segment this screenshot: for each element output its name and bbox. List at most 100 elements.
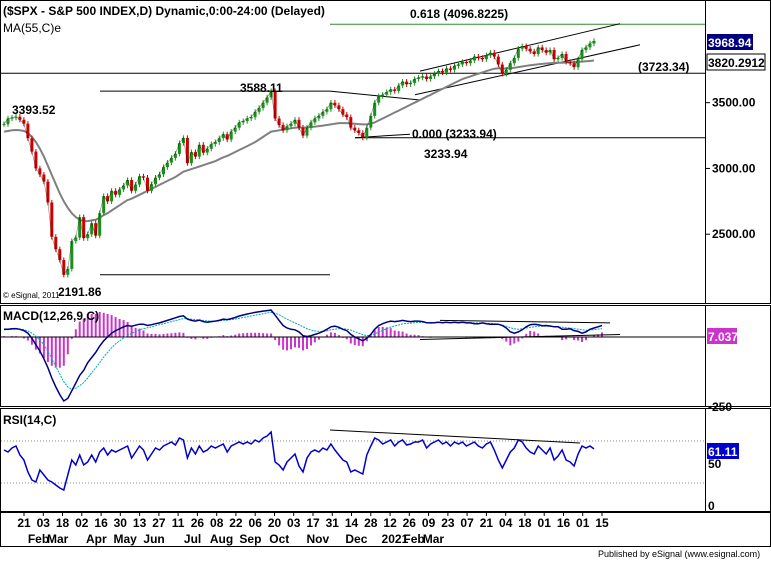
candle-body <box>560 54 564 58</box>
candle-body <box>30 138 34 152</box>
rsi-panel-frame <box>0 408 706 512</box>
candle-body <box>62 260 66 275</box>
candle-body <box>405 81 409 85</box>
rsi-badge <box>707 443 739 459</box>
candle-body <box>301 127 305 136</box>
candle-body <box>393 89 397 91</box>
date-month-label: Sep <box>239 532 261 546</box>
candle-body <box>110 190 114 202</box>
candle-body <box>460 61 464 65</box>
candle-body <box>277 118 281 126</box>
rsi-line <box>3 430 595 492</box>
candle-body <box>154 177 157 185</box>
candle-body <box>445 68 448 73</box>
candle-body <box>508 63 512 70</box>
macd-tick-neg250: -250 <box>708 400 732 414</box>
candle-body <box>572 63 576 68</box>
candle-body <box>576 59 580 68</box>
candle-body <box>540 47 544 50</box>
ma-value-badge <box>706 53 766 71</box>
macd-line <box>4 309 603 403</box>
candle-body <box>42 174 46 182</box>
macd-signal-line <box>3 311 603 391</box>
candle-body <box>528 48 532 52</box>
candle-body <box>520 46 524 49</box>
annotation-fib-618: 0.618 (4096.8225) <box>410 7 508 21</box>
candle-body <box>98 213 102 236</box>
candle-body <box>249 117 253 119</box>
date-tick-label: 18 <box>518 516 532 530</box>
candle-body <box>173 153 177 158</box>
candle-body <box>237 122 241 128</box>
candle-body <box>552 50 556 60</box>
candle-body <box>177 143 181 154</box>
candle-body <box>476 56 480 58</box>
candle-body <box>357 130 361 133</box>
price-series <box>2 38 596 278</box>
candle-body <box>269 91 273 98</box>
macd-badge <box>707 328 737 344</box>
candle-body <box>158 174 161 178</box>
date-tick-label: 06 <box>249 516 263 530</box>
candle-body <box>369 115 373 128</box>
macd-title: MACD(12,26,9,C) <box>3 309 99 323</box>
candle-body <box>592 41 596 44</box>
candle-body <box>114 190 118 195</box>
date-tick-label: 03 <box>287 516 301 530</box>
date-tick-label: 20 <box>268 516 282 530</box>
annotation-3723: (3723.34) <box>638 60 689 74</box>
date-tick-label: 27 <box>152 516 166 530</box>
candle-body <box>321 111 325 116</box>
candle-body <box>504 69 508 74</box>
candle-body <box>82 217 86 239</box>
candle-body <box>381 94 385 97</box>
date-month-label: Oct <box>269 532 289 546</box>
candle-body <box>512 57 516 64</box>
date-tick-label: 15 <box>595 516 609 530</box>
candle-body <box>130 180 134 191</box>
candle-body <box>281 125 285 131</box>
candle-body <box>433 73 436 77</box>
macd-series <box>1 309 705 403</box>
date-month-label: Dec <box>345 532 367 546</box>
candle-body <box>165 162 169 168</box>
price-tick-label: 3500.00 <box>712 96 756 110</box>
annotation-fib-0: 0.000 (3233.94) <box>412 127 497 141</box>
candle-body <box>253 111 257 118</box>
macd-value: 7.037 <box>708 330 738 344</box>
candle-body <box>285 126 289 131</box>
date-tick-label: 17 <box>306 516 320 530</box>
date-tick-label: 23 <box>441 516 455 530</box>
candle-body <box>46 181 50 203</box>
candle-body <box>333 102 337 106</box>
candle-body <box>297 119 301 128</box>
candle-body <box>126 180 130 186</box>
candle-body <box>197 144 201 157</box>
candle-body <box>261 102 265 108</box>
rsi-title: RSI(14,C) <box>3 413 56 427</box>
candle-body <box>548 50 552 53</box>
candle-body <box>389 89 393 93</box>
date-tick-label: 16 <box>557 516 571 530</box>
date-tick-label: 13 <box>133 516 147 530</box>
candle-body <box>150 184 153 191</box>
candle-body <box>209 144 213 149</box>
date-month-label: Aug <box>210 532 233 546</box>
chart-title: ($SPX - S&P 500 INDEX,D) Dynamic,0:00-24… <box>3 4 325 18</box>
rsi-value: 61.11 <box>708 445 738 459</box>
candle-body <box>373 102 377 116</box>
candle-body <box>34 151 38 169</box>
candle-body <box>74 237 78 242</box>
candle-body <box>185 137 189 164</box>
candle-body <box>50 202 54 237</box>
candle-body <box>305 127 309 136</box>
candle-body <box>66 268 70 275</box>
wedge-upper-line <box>329 90 421 101</box>
date-tick-label: 28 <box>364 516 378 530</box>
date-tick-label: 09 <box>422 516 436 530</box>
date-month-label: Nov <box>306 532 329 546</box>
x-axis-ticks: 21 03 18 02 16 30 13 27 11 26 08 22 06 20 03 17 31 14 28 12… <box>17 512 609 546</box>
price-tick-label: 2500.00 <box>712 227 756 241</box>
annotation-3233: 3233.94 <box>424 147 468 161</box>
